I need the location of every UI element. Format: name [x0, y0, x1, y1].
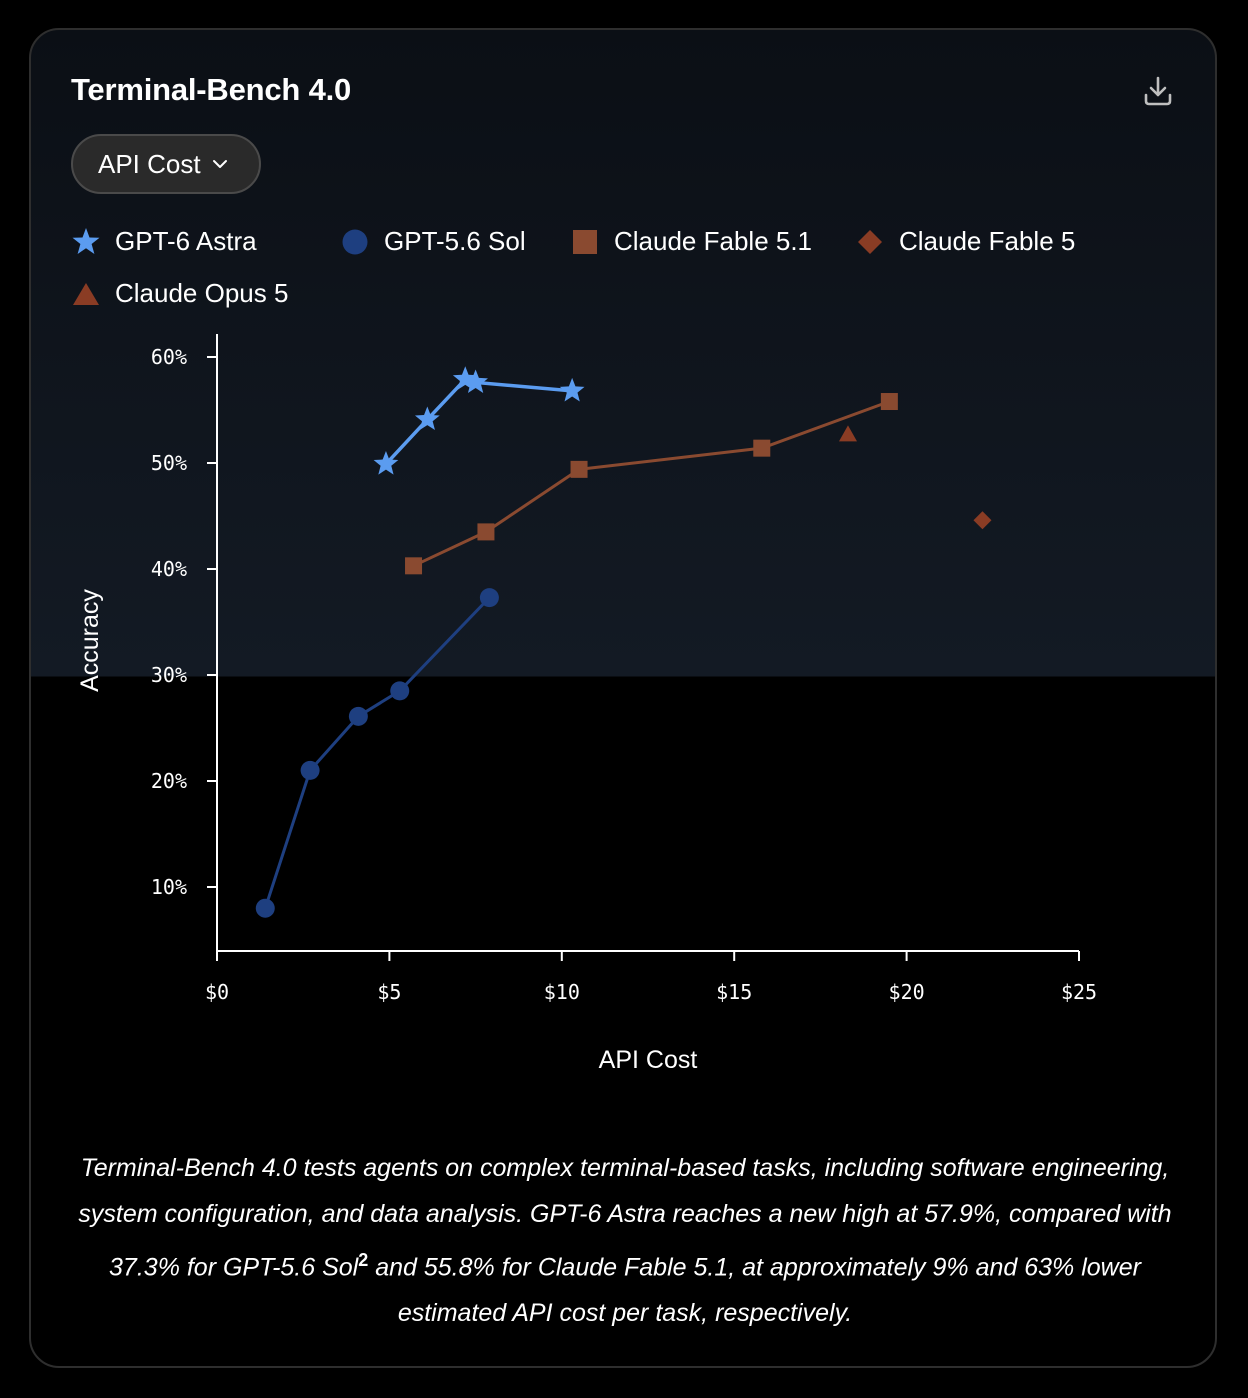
chart-title: Terminal-Bench 4.0: [71, 72, 352, 107]
legend-label: Claude Opus 5: [115, 278, 289, 308]
diamond-marker-icon: [858, 229, 882, 254]
legend-item-claude-opus-5[interactable]: Claude Opus 5: [71, 278, 288, 309]
circle-marker-icon: [342, 229, 368, 254]
legend-label: Claude Fable 5: [899, 226, 1076, 256]
data-point-claude-fable-5-1: [753, 439, 771, 457]
data-point-gpt-5-6-sol: [479, 588, 499, 608]
caption-text-end: and 55.8% for Claude Fable 5.1, at appro…: [368, 1253, 1141, 1328]
legend-label: GPT-6 Astra: [115, 226, 257, 256]
x-tick-label: $15: [716, 980, 752, 1004]
x-axis-title: API Cost: [599, 1046, 698, 1074]
series-line-gpt-5-6-sol: [263, 596, 491, 909]
data-point-gpt-6-astra: [463, 369, 488, 393]
legend-label: Claude Fable 5.1: [614, 226, 813, 256]
metric-dropdown-label: API Cost: [98, 148, 201, 179]
chart-caption: Terminal-Bench 4.0 tests agents on compl…: [71, 1145, 1179, 1336]
legend-item-claude-fable-5-1[interactable]: Claude Fable 5.1: [570, 226, 812, 257]
data-point-gpt-6-astra: [559, 377, 585, 402]
data-point-claude-fable-5-1: [405, 557, 423, 575]
data-point-gpt-5-6-sol: [255, 898, 275, 918]
caption-text: Terminal-Bench 4.0 tests agents on compl…: [78, 1154, 1172, 1282]
y-tick-label: 20%: [151, 769, 187, 793]
legend-item-gpt-6-astra[interactable]: GPT-6 Astra: [71, 226, 257, 257]
data-point-gpt-6-astra: [414, 406, 440, 431]
metric-dropdown[interactable]: API Cost: [71, 134, 261, 194]
y-axis-title: Accuracy: [76, 589, 104, 692]
x-tick-label: $0: [205, 980, 229, 1004]
data-point-gpt-5-6-sol: [348, 706, 368, 726]
y-tick-label: 10%: [151, 875, 187, 899]
scatter-chart: 10% 20% 30% 40% 50% 60% $0 $5 $10 $15 $20 $25 API Co…: [76, 334, 1097, 1074]
x-tick-label: $10: [544, 980, 580, 1004]
data-point-gpt-5-6-sol: [390, 681, 410, 701]
chart-card: Terminal-Bench 4.0 API Cost GPT-6 Astra …: [29, 28, 1217, 1368]
data-point-claude-opus-5: [838, 425, 857, 442]
x-tick-label: $5: [377, 980, 401, 1004]
download-icon: [1144, 76, 1172, 106]
x-tick-label: $25: [1061, 980, 1097, 1004]
square-marker-icon: [573, 229, 597, 254]
legend-label: GPT-5.6 Sol: [384, 226, 526, 256]
series-line-claude-fable-5-1: [412, 400, 890, 568]
data-point-claude-fable-5-1: [477, 523, 495, 541]
data-point-gpt-6-astra: [373, 451, 399, 475]
legend-item-gpt-5-6-sol[interactable]: GPT-5.6 Sol: [340, 226, 526, 257]
data-point-claude-fable-5: [973, 511, 992, 530]
chevron-down-icon: [212, 160, 227, 168]
x-tick-label: $20: [889, 980, 925, 1004]
series-line-gpt-6-astra: [384, 377, 573, 466]
download-button[interactable]: [1141, 74, 1175, 108]
triangle-marker-icon: [73, 282, 99, 305]
y-tick-label: 60%: [151, 345, 187, 369]
star-marker-icon: [72, 227, 100, 254]
y-tick-label: 40%: [151, 557, 187, 581]
data-point-gpt-6-astra: [452, 366, 478, 390]
data-point-claude-fable-5-1: [570, 460, 588, 478]
data-point-claude-fable-5-1: [880, 393, 898, 411]
caption-footnote-ref[interactable]: 2: [358, 1250, 369, 1270]
legend-item-claude-fable-5[interactable]: Claude Fable 5: [855, 226, 1075, 257]
y-tick-label: 50%: [151, 451, 187, 475]
y-tick-label: 30%: [151, 663, 187, 687]
data-point-gpt-5-6-sol: [300, 760, 320, 780]
